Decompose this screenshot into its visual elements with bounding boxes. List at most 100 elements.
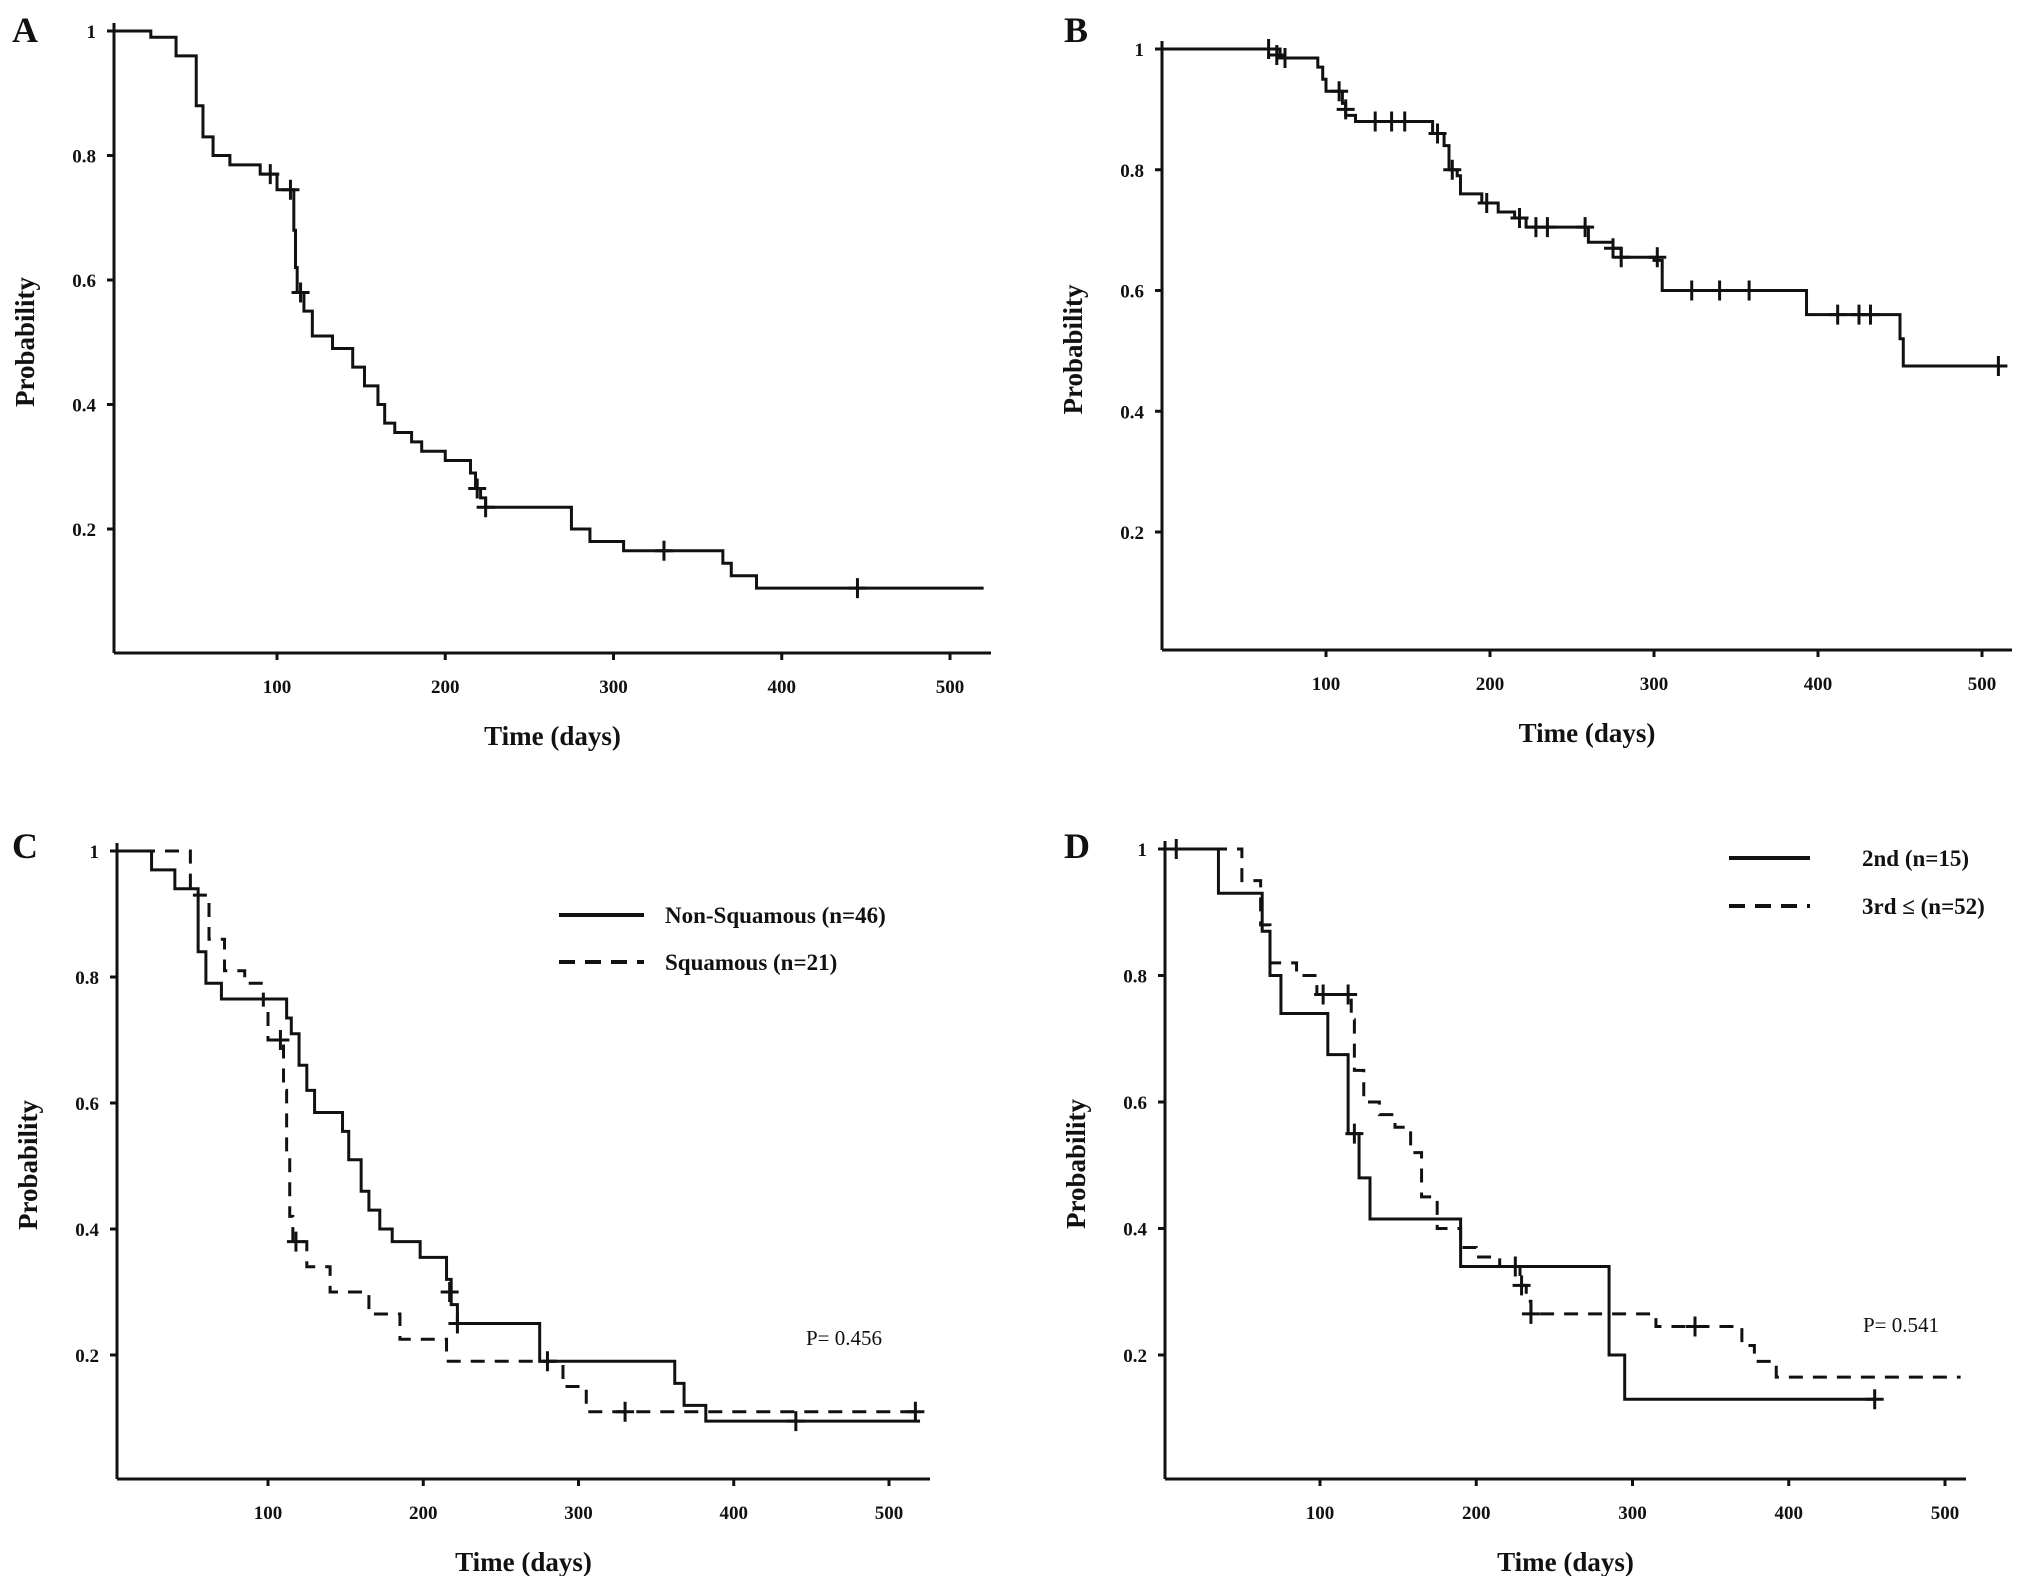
censor-mark — [271, 1030, 290, 1050]
censor-mark — [1612, 247, 1631, 268]
censor-mark — [1477, 192, 1496, 213]
survival-curve-solid — [1162, 47, 2002, 368]
panel-c: C 0.2 0.4 0.6 0.8 1 100 200 300 400 500 Time (days)… — [12, 826, 930, 1576]
x-tick-label: 400 — [720, 1503, 749, 1524]
censor-mark — [1314, 984, 1333, 1005]
x-tick-label: 400 — [768, 677, 797, 698]
y-tick-label: 0.4 — [1120, 402, 1144, 423]
survival-curve-solid — [114, 29, 984, 590]
y-tick-label: 0.6 — [1120, 282, 1144, 303]
x-tick-label: 300 — [564, 1503, 593, 1524]
censor-mark — [1339, 984, 1358, 1005]
x-tick-label: 200 — [431, 677, 460, 698]
y-tick-label: 0.8 — [72, 147, 96, 168]
censor-mark — [1336, 99, 1355, 120]
survival-curve-solid — [1165, 847, 1875, 1401]
x-tick-label: 200 — [1476, 674, 1505, 695]
censor-mark — [538, 1351, 557, 1372]
panel-label: B — [1064, 10, 1088, 50]
y-axis-title: Probability — [1061, 1098, 1091, 1229]
censor-mark — [1828, 304, 1847, 325]
censor-mark — [1506, 1256, 1525, 1277]
y-tick-label: 0.8 — [1123, 967, 1147, 988]
x-tick-label: 100 — [1312, 674, 1341, 695]
y-tick-label: 1 — [1138, 840, 1148, 861]
y-tick-label: 1 — [90, 842, 100, 863]
x-axis-title: Time (days) — [484, 721, 621, 751]
x-tick-label: 400 — [1804, 674, 1833, 695]
y-tick-label: 0.8 — [75, 968, 99, 989]
censor-mark — [1521, 1303, 1540, 1324]
x-axis-title: Time (days) — [1497, 1547, 1634, 1576]
panel-label: C — [12, 826, 38, 866]
censor-mark — [1740, 280, 1759, 301]
censor-mark — [261, 164, 280, 185]
y-tick-label: 1 — [1135, 40, 1145, 61]
survival-curve-solid — [117, 849, 921, 1423]
censor-mark — [786, 1411, 805, 1432]
x-tick-label: 200 — [409, 1503, 438, 1524]
x-tick-label: 500 — [936, 677, 965, 698]
censor-mark — [1366, 111, 1385, 132]
censor-mark — [1710, 280, 1729, 301]
censor-mark — [906, 1401, 925, 1422]
x-tick-label: 300 — [599, 677, 628, 698]
censor-mark — [1576, 217, 1595, 238]
censor-mark — [1989, 355, 2008, 376]
y-tick-label: 0.4 — [1123, 1220, 1147, 1241]
legend-label: Non-Squamous (n=46) — [665, 903, 886, 928]
panel-b: B 0.2 0.4 0.6 0.8 1 100 200 300 400 500 Time (days)… — [1058, 10, 2012, 748]
censor-mark — [1345, 1123, 1364, 1144]
censor-mark — [291, 282, 310, 303]
y-tick-label: 0.6 — [72, 271, 96, 292]
panel-a: A 0.2 0.4 0.6 0.8 1 100 200 300 400 500 Time (days)… — [10, 10, 991, 751]
x-tick-label: 300 — [1618, 1503, 1647, 1524]
censor-mark — [1682, 280, 1701, 301]
y-tick-label: 0.6 — [1123, 1093, 1147, 1114]
censor-mark — [1276, 48, 1294, 69]
censor-mark — [1510, 208, 1529, 229]
censor-mark — [440, 1282, 459, 1302]
survival-curve-dashed — [1165, 847, 1961, 1379]
y-tick-label: 0.2 — [75, 1346, 99, 1367]
y-axis-title: Probability — [1058, 284, 1088, 415]
y-tick-label: 0.2 — [1120, 523, 1144, 544]
censor-mark — [654, 540, 673, 561]
y-tick-label: 0.4 — [75, 1220, 99, 1241]
x-axis-title: Time (days) — [1519, 718, 1656, 748]
x-tick-label: 500 — [1968, 674, 1997, 695]
censor-mark — [1330, 81, 1349, 102]
panel-d: D 0.2 0.4 0.6 0.8 1 100 200 300 400 500 Time (days)… — [1061, 826, 1985, 1576]
censor-mark — [281, 179, 300, 200]
panel-label: A — [12, 10, 38, 50]
censor-mark — [1267, 45, 1286, 66]
x-tick-label: 200 — [1462, 1503, 1491, 1524]
censor-mark — [848, 578, 867, 599]
p-value: P= 0.541 — [1863, 1313, 1939, 1337]
x-axis-title: Time (days) — [455, 1547, 592, 1576]
censor-mark — [1395, 111, 1414, 132]
y-axis-title: Probability — [10, 276, 40, 407]
censor-mark — [448, 1313, 467, 1334]
censor-mark — [616, 1401, 635, 1422]
panel-label: D — [1064, 826, 1090, 866]
y-tick-label: 0.6 — [75, 1094, 99, 1115]
x-tick-label: 100 — [254, 1503, 283, 1524]
censor-mark — [1861, 304, 1880, 325]
censor-mark — [468, 478, 487, 499]
y-tick-label: 0.8 — [1120, 161, 1144, 182]
y-tick-label: 1 — [87, 22, 97, 43]
censor-mark — [1865, 1389, 1884, 1410]
legend-label: 3rd ≤ (n=52) — [1862, 894, 1985, 919]
p-value: P= 0.456 — [806, 1326, 882, 1350]
censor-mark — [1538, 217, 1557, 238]
censor-mark — [1604, 238, 1622, 259]
x-tick-label: 400 — [1775, 1503, 1804, 1524]
y-tick-label: 0.4 — [72, 396, 96, 417]
x-tick-label: 100 — [1306, 1503, 1335, 1524]
y-tick-label: 0.2 — [1123, 1346, 1147, 1367]
censor-mark — [1648, 247, 1667, 268]
y-tick-label: 0.2 — [72, 520, 96, 541]
legend-label: 2nd (n=15) — [1862, 846, 1969, 871]
